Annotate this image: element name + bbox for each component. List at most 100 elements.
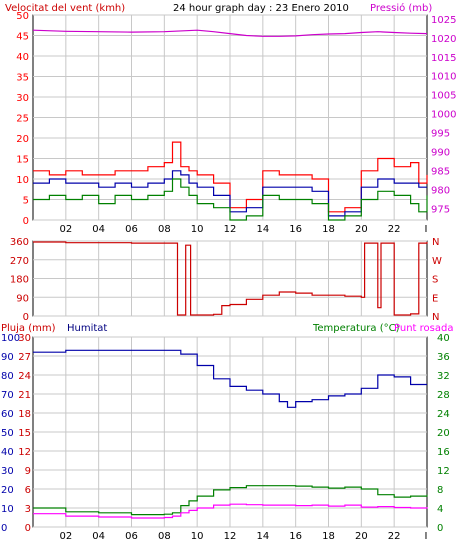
rain-tick-label: 18 <box>18 409 31 420</box>
wind-tick-label: 20 <box>16 134 29 145</box>
x-tick-label: 08 <box>158 531 171 542</box>
temperature-tick-label: 20 <box>437 428 450 439</box>
wind-tick-label: 35 <box>16 73 29 84</box>
rain-tick-label: 21 <box>18 390 31 401</box>
humidity-tick-label: 10 <box>1 504 14 515</box>
lower-series-2 <box>33 503 428 519</box>
humidity-tick-label: 50 <box>1 428 14 439</box>
direction-tick-label: 180 <box>10 275 29 286</box>
rain-tick-label: 15 <box>18 428 31 439</box>
pressure-tick-label: 985 <box>431 167 450 178</box>
rain-tick-label: 30 <box>18 333 31 344</box>
humidity-tick-label: 60 <box>1 409 14 420</box>
temperature-tick-label: 12 <box>437 466 450 477</box>
x-tick-label: 02 <box>59 531 72 542</box>
rain-tick-label: 0 <box>25 523 31 534</box>
direction-tick-label: 90 <box>16 293 29 304</box>
wind-tick-label: 0 <box>23 216 29 227</box>
wind-series-1 <box>33 170 427 217</box>
humidity-tick-label: 40 <box>1 447 14 458</box>
wind-tick-label: 10 <box>16 175 29 186</box>
wind-tick-label: 40 <box>16 52 29 63</box>
lower-series-0 <box>33 349 427 408</box>
x-tick-label: 04 <box>92 531 105 542</box>
wind-series-3 <box>32 29 428 37</box>
wind-tick-label: 15 <box>16 155 29 166</box>
temperature-tick-label: 28 <box>437 390 450 401</box>
pressure-tick-label: 1015 <box>431 53 456 64</box>
pressure-tick-label: 1000 <box>431 110 456 121</box>
humidity-tick-label: 70 <box>1 390 14 401</box>
direction-tick-label: 0 <box>23 312 29 323</box>
temperature-tick-label: 8 <box>437 485 443 496</box>
x-tick-label: 22 <box>388 531 401 542</box>
humidity-tick-label: 100 <box>1 333 20 344</box>
rain-tick-label: 3 <box>25 504 31 515</box>
dewpoint-label: Punt rosada <box>394 323 453 334</box>
x-tick-label: 04 <box>92 224 105 235</box>
temperature-tick-label: 36 <box>437 352 450 363</box>
compass-label: E <box>432 293 438 304</box>
humidity-tick-label: 0 <box>1 523 7 534</box>
x-tick-label: I <box>425 531 428 542</box>
pressure-tick-label: 1025 <box>431 15 456 26</box>
humidity-tick-label: 20 <box>1 485 14 496</box>
x-tick-label: 18 <box>322 531 335 542</box>
x-tick-label: 18 <box>322 224 335 235</box>
wind-tick-label: 45 <box>16 32 29 43</box>
pressure-tick-label: 980 <box>431 186 450 197</box>
x-tick-label: 12 <box>224 224 237 235</box>
wind-tick-label: 5 <box>23 196 29 207</box>
rain-tick-label: 9 <box>25 466 31 477</box>
center-title: 24 hour graph day : 23 Enero 2010 <box>173 3 349 14</box>
rain-label: Pluja (mm) <box>1 323 56 334</box>
x-tick-label: 16 <box>289 531 302 542</box>
direction-series-0 <box>33 241 428 316</box>
x-tick-label: 20 <box>355 531 368 542</box>
x-tick-label: 08 <box>158 224 171 235</box>
x-tick-label: 12 <box>224 531 237 542</box>
pressure-title: Pressió (mb) <box>370 2 432 14</box>
humidity-tick-label: 80 <box>1 371 14 382</box>
rain-tick-label: 12 <box>18 447 31 458</box>
direction-tick-label: 270 <box>10 256 29 267</box>
rain-tick-label: 27 <box>18 352 31 363</box>
pressure-tick-label: 1005 <box>431 91 456 102</box>
temperature-tick-label: 4 <box>437 504 443 515</box>
x-tick-label: 10 <box>191 531 204 542</box>
wind-title: Velocitat del vent (kmh) <box>5 3 125 14</box>
rain-tick-label: 6 <box>25 485 31 496</box>
pressure-tick-label: 990 <box>431 148 450 159</box>
temperature-label: Temperatura (°C) <box>312 323 400 334</box>
temperature-tick-label: 0 <box>437 523 443 534</box>
wind-tick-label: 25 <box>16 114 29 125</box>
wind-tick-label: 30 <box>16 93 29 104</box>
pressure-tick-label: 975 <box>431 205 450 216</box>
x-tick-label: 14 <box>256 224 269 235</box>
compass-label: N <box>432 237 439 248</box>
x-tick-label: 22 <box>388 224 401 235</box>
rain-tick-label: 24 <box>18 371 31 382</box>
compass-label: S <box>432 275 438 286</box>
compass-label: W <box>432 256 442 267</box>
wind-tick-label: 50 <box>16 11 29 22</box>
x-tick-label: 10 <box>191 224 204 235</box>
compass-label: N <box>432 312 439 323</box>
humidity-label: Humitat <box>67 323 107 334</box>
temperature-tick-label: 40 <box>437 333 450 344</box>
temperature-tick-label: 16 <box>437 447 450 458</box>
x-tick-label: 16 <box>289 224 302 235</box>
pressure-tick-label: 995 <box>431 129 450 140</box>
wind-series-2 <box>33 178 428 221</box>
humidity-tick-label: 90 <box>1 352 14 363</box>
x-tick-label: 06 <box>125 531 138 542</box>
humidity-tick-label: 30 <box>1 466 14 477</box>
x-tick-label: I <box>425 224 428 235</box>
temperature-tick-label: 32 <box>437 371 450 382</box>
x-tick-label: 14 <box>256 531 269 542</box>
direction-tick-label: 360 <box>10 237 29 248</box>
x-tick-label: 02 <box>59 224 72 235</box>
pressure-tick-label: 1020 <box>431 34 456 45</box>
